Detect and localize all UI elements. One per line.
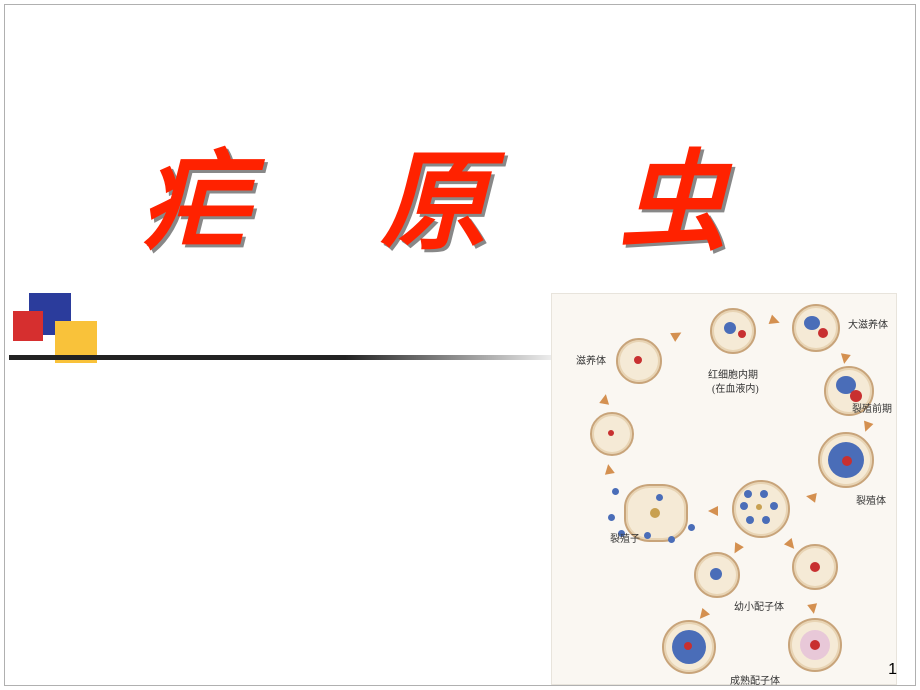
label-right-mid: 裂殖前期 xyxy=(852,400,892,415)
label-lower-mid: 幼小配子体 xyxy=(734,598,784,613)
cell-stage xyxy=(792,304,840,352)
label-left-mid: 裂殖子 xyxy=(610,530,640,545)
cell-mature-gametocyte xyxy=(788,618,842,672)
cell-young-gametocyte xyxy=(694,552,740,598)
cycle-arrow xyxy=(670,328,684,342)
slide-title: 疟 原 虫 xyxy=(5,115,915,271)
cycle-arrow xyxy=(861,421,874,434)
deco-square-red xyxy=(13,311,43,341)
cell-schizont xyxy=(732,480,790,538)
center-label-2: (在血液内) xyxy=(712,380,759,395)
page-number: 1 xyxy=(888,661,897,679)
lifecycle-diagram: 大滋养体 滋养体 裂殖前期 红细胞内期 (在血液内) 裂殖体 xyxy=(551,293,897,685)
cycle-arrow xyxy=(603,463,615,475)
label-right-lower: 裂殖体 xyxy=(856,492,886,507)
cycle-arrow xyxy=(769,315,782,328)
cell-mature-gametocyte xyxy=(662,620,716,674)
cycle-arrow xyxy=(784,538,798,552)
label-bottom: 成熟配子体 xyxy=(730,672,780,687)
cycle-arrow xyxy=(599,393,611,405)
cell-young-gametocyte xyxy=(792,544,838,590)
cycle-arrow xyxy=(696,608,710,622)
center-label-1: 红细胞内期 xyxy=(708,366,758,381)
label-left-upper: 滋养体 xyxy=(576,352,606,367)
cycle-arrow xyxy=(839,353,851,365)
cell-stage xyxy=(818,432,874,488)
cycle-arrow xyxy=(708,506,718,516)
slide-frame: 疟 原 虫 大滋养体 滋养体 裂殖前期 红细胞内期 (在血液内) xyxy=(4,4,916,686)
decoration-squares xyxy=(9,293,99,373)
cell-stage xyxy=(590,412,634,456)
cycle-arrow xyxy=(805,491,817,503)
label-top-right: 大滋养体 xyxy=(848,316,888,331)
cell-stage xyxy=(616,338,662,384)
cycle-arrow xyxy=(807,603,819,615)
cell-stage xyxy=(710,308,756,354)
horizontal-divider xyxy=(9,355,569,360)
cycle-arrow xyxy=(730,542,744,556)
